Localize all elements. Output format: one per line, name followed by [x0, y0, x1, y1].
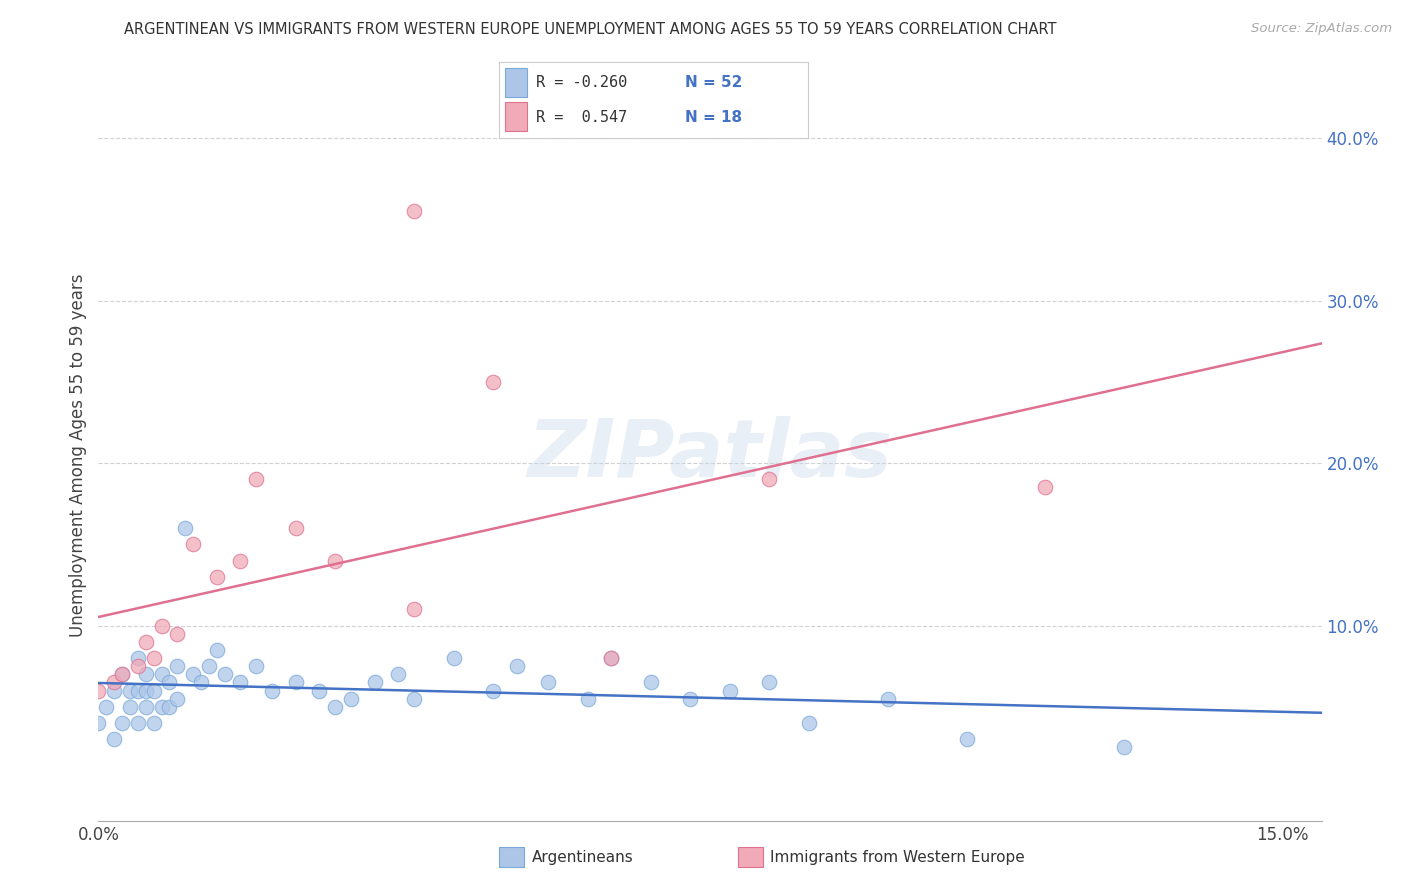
Point	[118, 683, 141, 698]
Point	[323, 699, 346, 714]
Point	[308, 683, 330, 698]
Text: N = 52: N = 52	[685, 75, 742, 90]
Point	[260, 683, 283, 698]
Point	[718, 683, 741, 698]
Point	[111, 716, 134, 731]
Point	[640, 675, 662, 690]
Point	[127, 716, 149, 731]
Point	[174, 521, 197, 535]
Point	[111, 667, 134, 681]
Point	[482, 683, 505, 698]
Point	[127, 659, 149, 673]
Point	[142, 651, 165, 665]
Point	[159, 675, 181, 690]
Text: R = -0.260: R = -0.260	[536, 75, 627, 90]
Text: N = 18: N = 18	[685, 110, 742, 125]
FancyBboxPatch shape	[505, 68, 527, 96]
Point	[135, 635, 157, 649]
Text: Argentineans: Argentineans	[531, 850, 633, 864]
Point	[537, 675, 560, 690]
Point	[245, 659, 267, 673]
Text: ARGENTINEAN VS IMMIGRANTS FROM WESTERN EUROPE UNEMPLOYMENT AMONG AGES 55 TO 59 Y: ARGENTINEAN VS IMMIGRANTS FROM WESTERN E…	[124, 22, 1057, 37]
Point	[404, 204, 426, 219]
Point	[284, 521, 307, 535]
Point	[142, 683, 165, 698]
Point	[214, 667, 236, 681]
Point	[600, 651, 623, 665]
Point	[797, 716, 820, 731]
Point	[1114, 740, 1136, 755]
Y-axis label: Unemployment Among Ages 55 to 59 years: Unemployment Among Ages 55 to 59 years	[69, 273, 87, 637]
Point	[127, 651, 149, 665]
Point	[404, 602, 426, 616]
Point	[150, 699, 173, 714]
Point	[135, 699, 157, 714]
Point	[87, 683, 110, 698]
Point	[876, 691, 898, 706]
Point	[198, 659, 221, 673]
Point	[600, 651, 623, 665]
Text: ZIPatlas: ZIPatlas	[527, 416, 893, 494]
Point	[576, 691, 599, 706]
Point	[1035, 480, 1057, 494]
Point	[150, 667, 173, 681]
Point	[679, 691, 702, 706]
Point	[229, 675, 252, 690]
Point	[758, 675, 780, 690]
Text: Immigrants from Western Europe: Immigrants from Western Europe	[770, 850, 1025, 864]
Point	[103, 732, 125, 747]
Point	[87, 716, 110, 731]
Point	[127, 683, 149, 698]
Point	[443, 651, 465, 665]
Point	[404, 691, 426, 706]
Point	[135, 683, 157, 698]
Point	[159, 699, 181, 714]
Text: R =  0.547: R = 0.547	[536, 110, 627, 125]
Point	[190, 675, 212, 690]
Point	[142, 716, 165, 731]
Point	[166, 691, 188, 706]
Point	[284, 675, 307, 690]
Point	[387, 667, 409, 681]
Point	[166, 659, 188, 673]
Point	[323, 553, 346, 567]
Point	[955, 732, 977, 747]
Text: Source: ZipAtlas.com: Source: ZipAtlas.com	[1251, 22, 1392, 36]
Point	[111, 667, 134, 681]
Point	[181, 537, 204, 551]
Point	[363, 675, 385, 690]
Point	[96, 699, 118, 714]
Point	[205, 643, 228, 657]
Point	[166, 626, 188, 640]
Point	[505, 659, 527, 673]
Point	[181, 667, 204, 681]
Point	[135, 667, 157, 681]
Point	[229, 553, 252, 567]
Point	[103, 683, 125, 698]
Point	[118, 699, 141, 714]
FancyBboxPatch shape	[505, 102, 527, 130]
Point	[205, 570, 228, 584]
Point	[245, 472, 267, 486]
Point	[340, 691, 363, 706]
Point	[103, 675, 125, 690]
Point	[482, 375, 505, 389]
Point	[150, 618, 173, 632]
Point	[758, 472, 780, 486]
